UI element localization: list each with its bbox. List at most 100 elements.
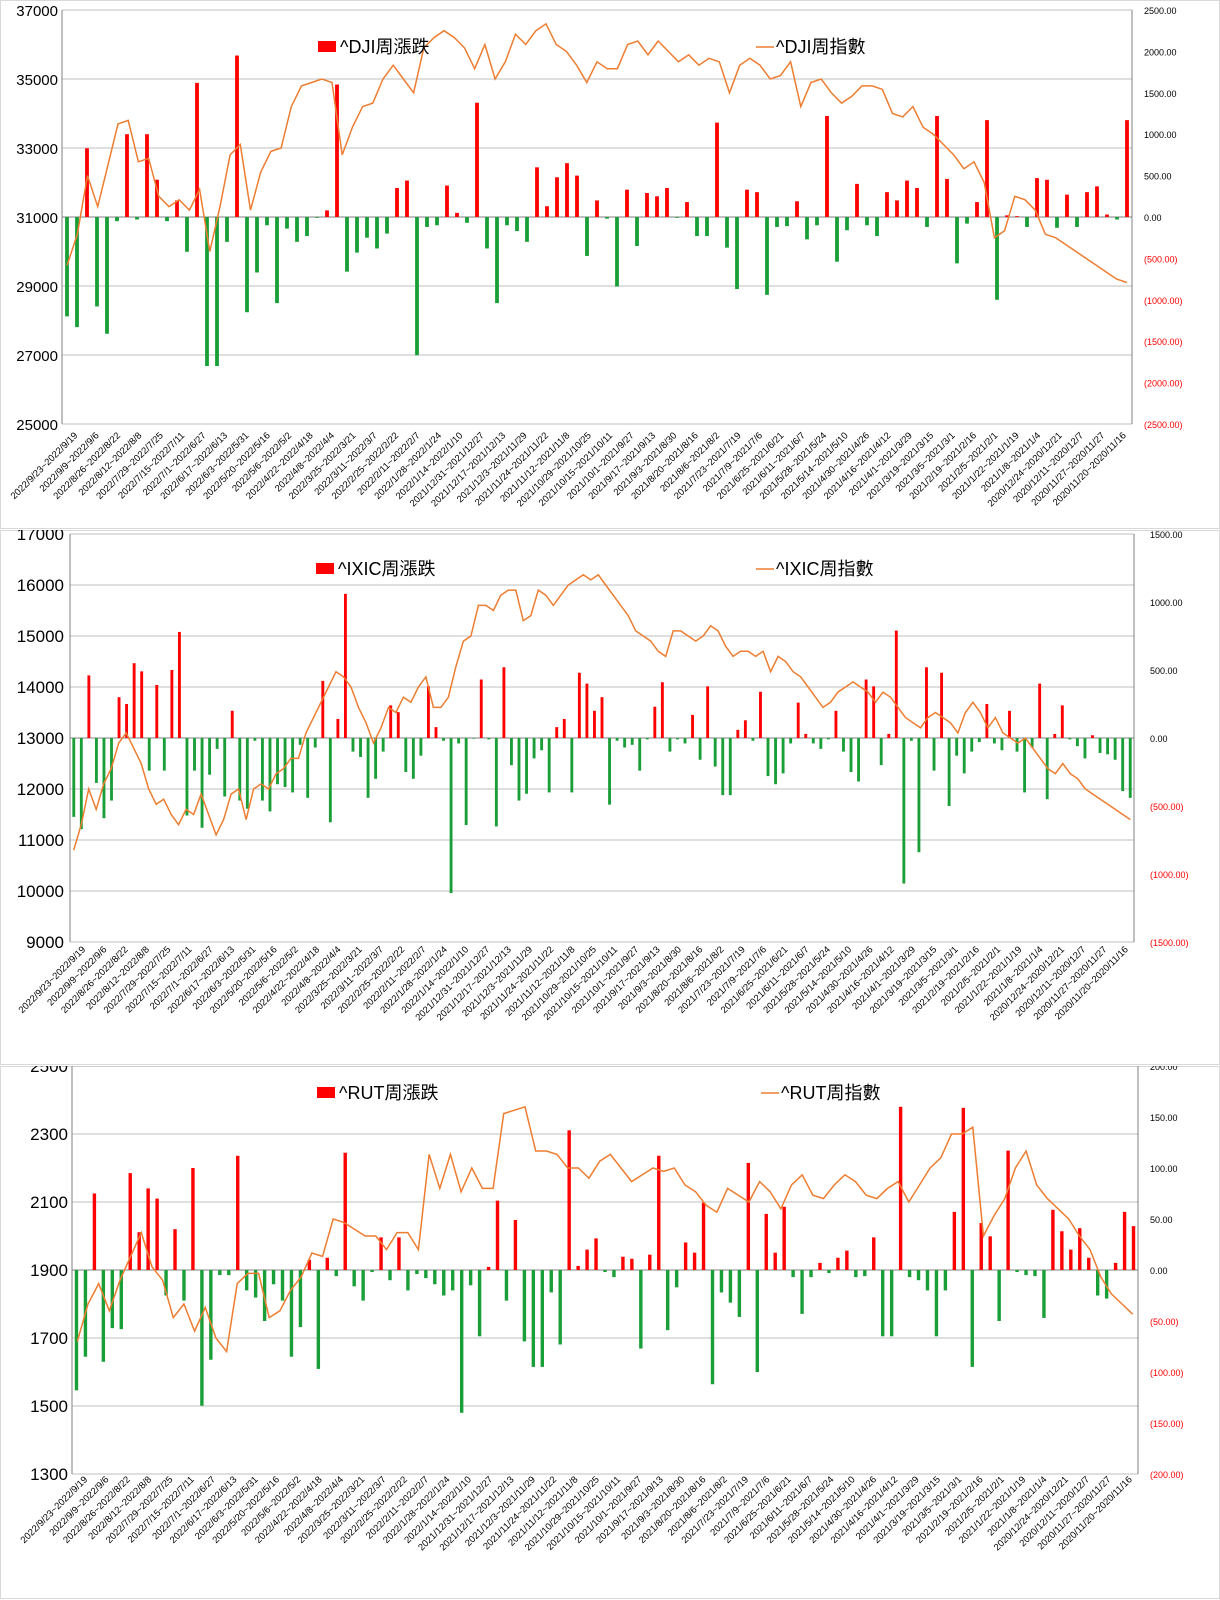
change-bar — [879, 738, 883, 766]
change-bar — [155, 179, 159, 217]
change-bar — [979, 1223, 983, 1270]
change-bar — [244, 1270, 249, 1291]
change-bar — [751, 738, 755, 741]
change-bar — [915, 188, 919, 217]
change-bar — [603, 1270, 607, 1273]
change-bar — [352, 1270, 356, 1287]
change-bar — [735, 217, 739, 290]
legend-bar-swatch — [317, 1087, 335, 1098]
right-axis-tick-label: (1500.00) — [1150, 938, 1189, 948]
change-bar — [162, 738, 166, 771]
legend-line-label: ^RUT周指數 — [781, 1083, 880, 1103]
change-bar — [985, 704, 989, 738]
change-bar — [615, 738, 619, 741]
change-bar — [379, 1237, 383, 1270]
change-bar — [855, 183, 859, 217]
change-bar — [880, 1270, 885, 1337]
change-bar — [117, 697, 121, 738]
change-bar — [1042, 1270, 1046, 1318]
change-bar — [334, 1270, 338, 1277]
rut-chart: 1300 1500 1700 1900 2100 2300 2500 (200.00) (150… — [0, 1066, 1220, 1599]
change-bar — [535, 167, 539, 217]
change-bar — [660, 682, 664, 738]
change-bar — [505, 217, 509, 226]
change-bar — [995, 217, 999, 300]
change-bar — [645, 738, 649, 740]
change-bar — [87, 675, 91, 738]
change-bar — [795, 201, 799, 217]
change-bar — [595, 200, 599, 217]
change-bar — [406, 1270, 410, 1291]
change-bar — [375, 217, 379, 249]
change-bar — [1065, 194, 1069, 217]
change-bar — [804, 733, 808, 738]
change-bar — [343, 1152, 347, 1270]
change-bar — [1060, 705, 1064, 738]
change-bar — [404, 738, 408, 772]
change-bar — [147, 738, 151, 771]
change-bar — [1005, 215, 1009, 217]
change-bar — [725, 217, 729, 248]
change-bar — [1113, 1262, 1118, 1270]
change-bar — [630, 738, 634, 745]
change-bar — [1091, 735, 1094, 738]
change-bar — [621, 1256, 625, 1270]
change-bar — [902, 738, 906, 884]
change-bar — [125, 704, 129, 738]
change-bar — [705, 217, 709, 237]
change-bar — [265, 217, 269, 226]
left-axis-tick-label: 1500 — [30, 1397, 68, 1416]
change-bar — [736, 729, 740, 738]
change-bar — [275, 217, 279, 304]
change-bar — [549, 1270, 553, 1293]
right-axis-tick-label: 0.00 — [1144, 213, 1162, 223]
change-bar — [755, 192, 759, 217]
change-bar — [208, 738, 212, 775]
change-bar — [110, 1270, 115, 1329]
change-bar — [504, 1270, 509, 1301]
change-bar — [295, 217, 299, 242]
change-bar — [863, 1270, 867, 1277]
change-bar — [155, 1198, 159, 1270]
change-bar — [370, 1270, 374, 1273]
change-bar — [675, 217, 679, 218]
change-bar — [825, 115, 829, 217]
change-bar — [510, 738, 513, 766]
change-bar — [864, 679, 868, 738]
change-bar — [427, 686, 430, 738]
change-bar — [759, 691, 762, 738]
change-bar — [782, 1206, 786, 1270]
change-bar — [182, 1270, 186, 1301]
change-bar — [608, 738, 611, 805]
change-bar — [1051, 1209, 1055, 1270]
change-bar — [811, 738, 815, 744]
change-bar — [449, 738, 453, 894]
right-axis-tick-label: 0.00 — [1150, 734, 1168, 744]
change-bar — [321, 680, 325, 738]
change-bar — [766, 738, 770, 777]
change-bar — [685, 202, 689, 217]
change-bar — [433, 1270, 437, 1285]
change-bar — [701, 1202, 706, 1270]
right-axis-tick-label: 2000.00 — [1144, 47, 1177, 57]
change-bar — [1030, 738, 1034, 748]
change-bar — [465, 217, 469, 223]
change-bar — [819, 738, 823, 749]
change-bar — [940, 672, 944, 738]
right-axis-tick-label: 100.00 — [1150, 1164, 1178, 1174]
dji-chart-panel: 25000 27000 29000 31000 33000 35000 37000 (2500… — [0, 0, 1220, 530]
right-axis-tick-label: (50.00) — [1150, 1317, 1179, 1327]
change-bar — [140, 671, 144, 738]
change-bar — [137, 1232, 141, 1270]
change-bar — [818, 1262, 822, 1270]
change-bar — [525, 217, 529, 242]
change-bar — [522, 1270, 527, 1342]
change-bar — [200, 738, 204, 828]
change-bar — [1015, 738, 1019, 752]
right-axis-tick-label: 2500.00 — [1144, 6, 1177, 16]
change-bar — [970, 1270, 974, 1367]
change-bar — [576, 1265, 580, 1270]
change-bar — [1075, 738, 1079, 747]
change-bar — [245, 217, 249, 313]
change-bar — [1024, 1270, 1028, 1276]
